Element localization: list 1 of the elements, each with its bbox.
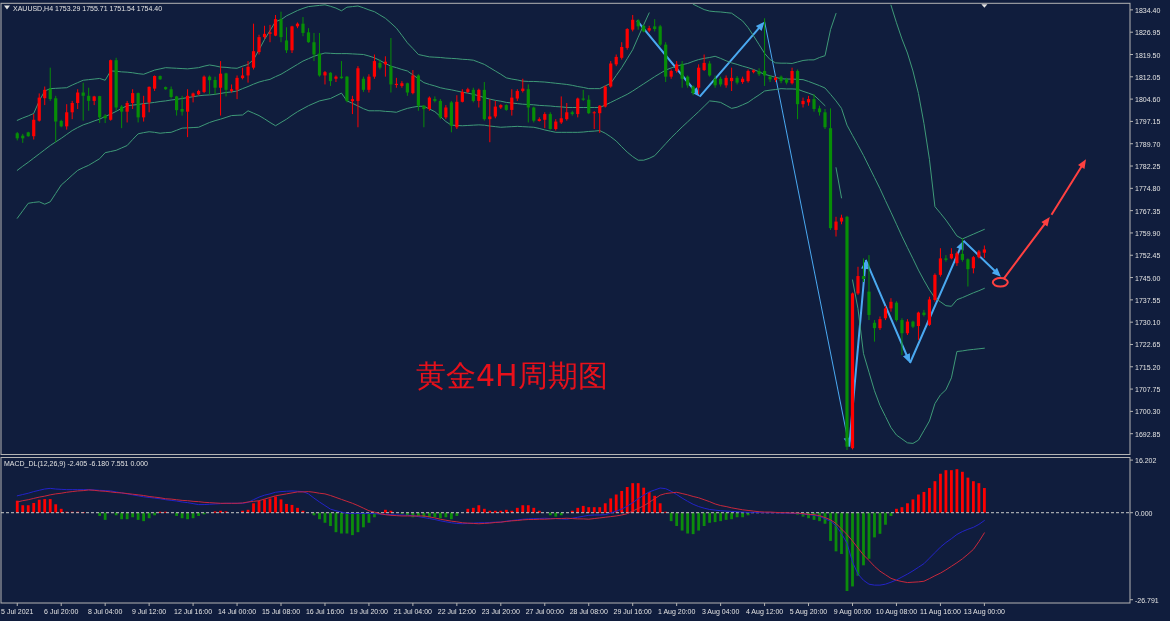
text: 黄金4H周期图	[416, 358, 608, 393]
